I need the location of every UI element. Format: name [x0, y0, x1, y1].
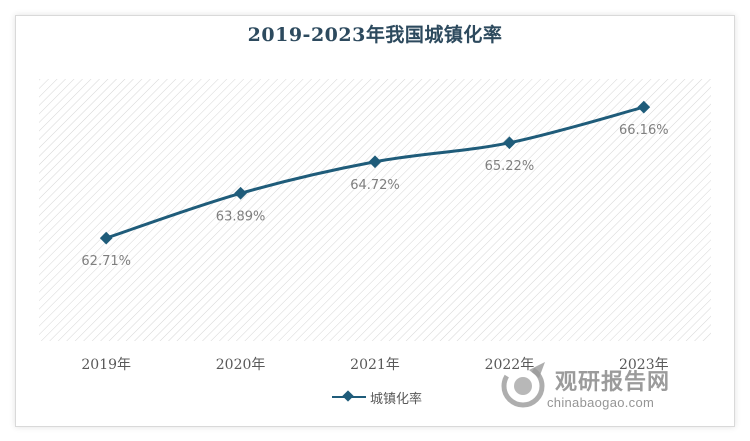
data-label: 65.22% [485, 159, 535, 174]
data-label: 63.89% [216, 209, 266, 224]
data-point-marker [99, 231, 113, 245]
data-point-marker [368, 155, 382, 169]
watermark-url: chinabaogao.com [547, 395, 655, 410]
data-point-marker [503, 136, 516, 150]
x-tick-label: 2021年 [350, 357, 400, 373]
chart-title: 2019-2023年我国城镇化率 [247, 24, 503, 46]
x-tick-label: 2019年 [81, 357, 131, 373]
legend-label: 城镇化率 [370, 391, 423, 407]
watermark: 观研报告网 chinabaogao.com [497, 358, 697, 413]
data-label: 62.71% [81, 254, 131, 269]
watermark-logo-icon [501, 362, 545, 408]
legend-swatch [332, 396, 366, 398]
x-tick-label: 2023年 [619, 357, 669, 373]
data-label: 66.16% [619, 123, 669, 138]
x-tick-label: 2020年 [216, 357, 266, 373]
plot-area [39, 79, 711, 341]
data-label: 64.72% [350, 178, 400, 193]
legend: 城镇化率 [332, 386, 422, 408]
watermark-name: 观研报告网 [555, 370, 671, 395]
x-tick-label: 2022年 [485, 357, 535, 373]
data-point-marker [234, 186, 247, 200]
